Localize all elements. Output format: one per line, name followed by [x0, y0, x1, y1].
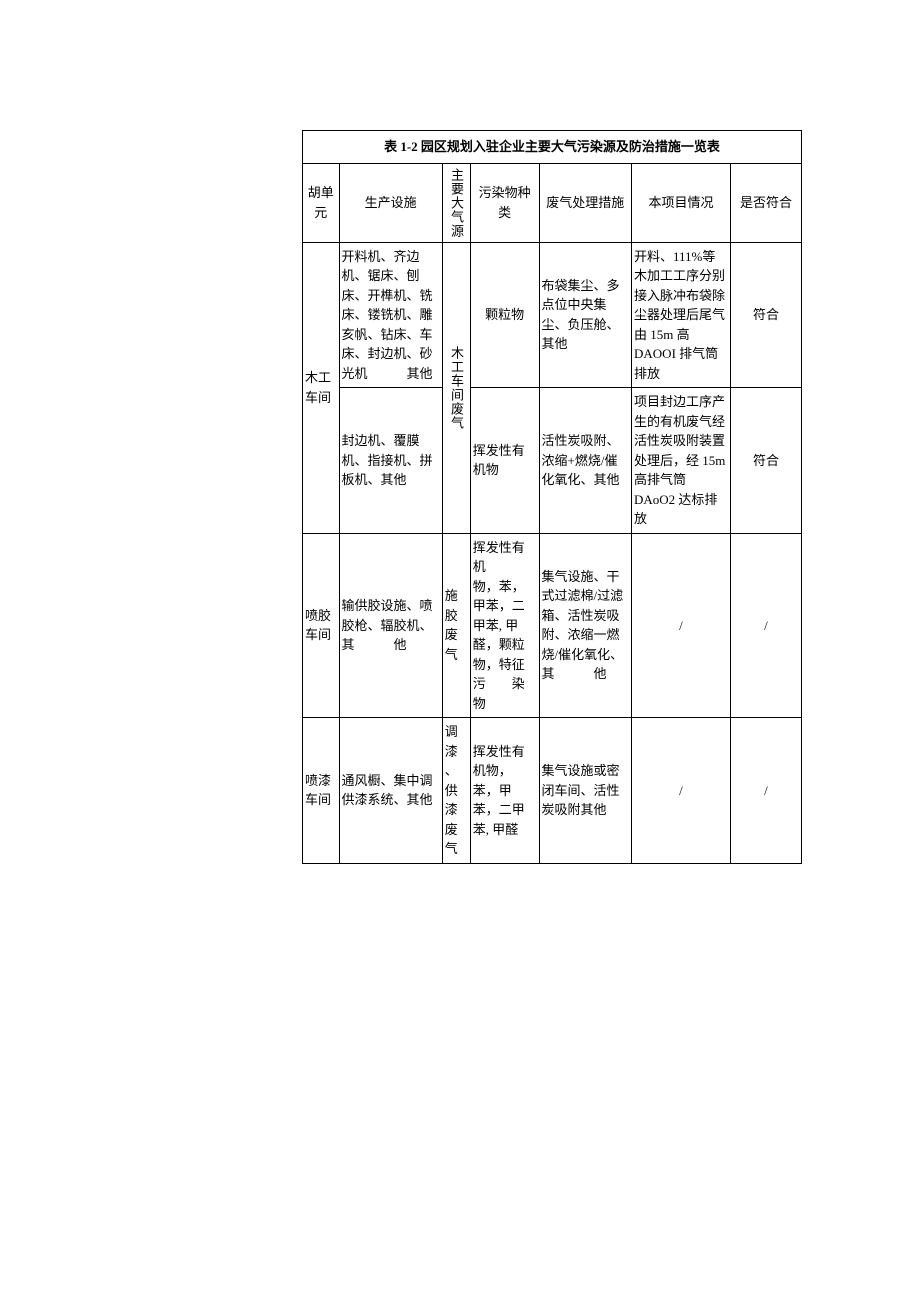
cell-unit: 木工车间: [303, 242, 340, 533]
cell-source: 调漆、供漆废气: [442, 718, 470, 864]
cell-equipment: 通风橱、集中调供漆系统、其他: [339, 718, 442, 864]
table-row: 喷胶车间 输供胶设施、喷胶枪、辐胶机、其 他 施胶废气 挥发性有机 物，苯，甲苯…: [303, 533, 802, 718]
table-row: 喷漆车间 通风橱、集中调供漆系统、其他 调漆、供漆废气 挥发性有机物，苯，甲苯，…: [303, 718, 802, 864]
cell-project: /: [632, 718, 731, 864]
header-project: 本项目情况: [632, 163, 731, 242]
header-pollutant: 污染物种类: [470, 163, 539, 242]
cell-conform: 符合: [730, 388, 801, 534]
header-source: 主要大气源: [442, 163, 470, 242]
table-row: 木工车间 开料机、齐边机、锯床、刨床、开榫机、铣床、镂铣机、雕亥帆、钻床、车床、…: [303, 242, 802, 388]
cell-source: 木工车间废气: [442, 242, 470, 533]
cell-equipment: 开料机、齐边机、锯床、刨床、开榫机、铣床、镂铣机、雕亥帆、钻床、车床、封边机、砂…: [339, 242, 442, 388]
cell-equipment: 输供胶设施、喷胶枪、辐胶机、其 他: [339, 533, 442, 718]
cell-source: 施胶废气: [442, 533, 470, 718]
header-equipment: 生产设施: [339, 163, 442, 242]
cell-unit: 喷漆车间: [303, 718, 340, 864]
header-conform: 是否符合: [730, 163, 801, 242]
cell-pollutant: 挥发性有机物，苯，甲苯，二甲苯, 甲醛: [470, 718, 539, 864]
cell-conform: /: [730, 718, 801, 864]
header-treatment: 废气处理措施: [539, 163, 631, 242]
cell-project: 开料、111%等木加工工序分别接入脉冲布袋除尘器处理后尾气由 15m 高 DAO…: [632, 242, 731, 388]
pollution-measures-table: 表 1-2 园区规划入驻企业主要大气污染源及防治措施一览表 胡单元 生产设施 主…: [302, 130, 802, 864]
cell-treatment: 布袋集尘、多点位中央集尘、负压舱、其他: [539, 242, 631, 388]
cell-treatment: 活性炭吸附、浓缩+燃烧/催化氧化、其他: [539, 388, 631, 534]
cell-pollutant: 挥发性有机 物，苯，甲苯，二甲苯, 甲醛，颗粒物，特征污 染物: [470, 533, 539, 718]
cell-equipment: 封边机、覆膜机、指接机、拼板机、其他: [339, 388, 442, 534]
table-row: 封边机、覆膜机、指接机、拼板机、其他 挥发性有机物 活性炭吸附、浓缩+燃烧/催化…: [303, 388, 802, 534]
cell-unit: 喷胶车间: [303, 533, 340, 718]
table-title: 表 1-2 园区规划入驻企业主要大气污染源及防治措施一览表: [303, 131, 802, 164]
cell-treatment: 集气设施、干式过滤棉/过滤 箱、活性炭吸附、浓缩一燃烧/催化氧化、其 他: [539, 533, 631, 718]
cell-conform: 符合: [730, 242, 801, 388]
cell-project: 项目封边工序产生的有机废气经活性炭吸附装置处理后，经 15m 高排气筒 DAoO…: [632, 388, 731, 534]
cell-treatment: 集气设施或密闭车间、活性炭吸附其他: [539, 718, 631, 864]
cell-project: /: [632, 533, 731, 718]
cell-pollutant: 挥发性有机物: [470, 388, 539, 534]
cell-pollutant: 颗粒物: [470, 242, 539, 388]
cell-conform: /: [730, 533, 801, 718]
header-unit: 胡单元: [303, 163, 340, 242]
